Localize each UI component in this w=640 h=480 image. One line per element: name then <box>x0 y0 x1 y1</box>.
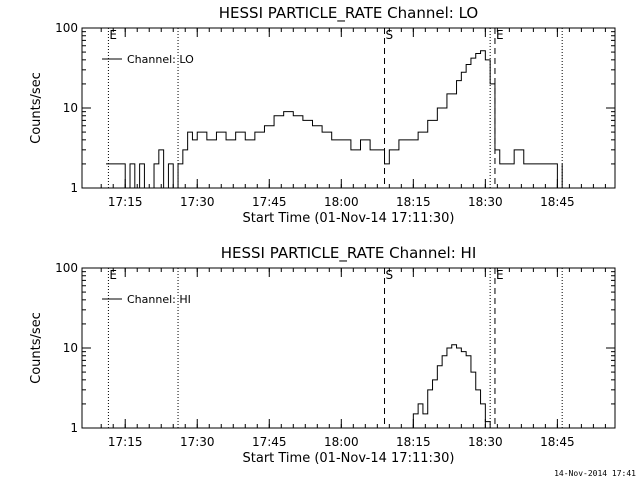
y-axis-label: Counts/sec <box>29 72 44 144</box>
y-axis-label: Counts/sec <box>29 312 44 384</box>
x-tick-label: 18:15 <box>396 195 431 209</box>
y-tick-label: 10 <box>63 101 78 115</box>
x-tick-label: 18:00 <box>324 435 359 449</box>
y-tick-label: 100 <box>55 21 78 35</box>
footer-timestamp: 14-Nov-2014 17:41 <box>554 469 636 478</box>
plot-frame <box>81 267 616 429</box>
x-tick-label: 18:45 <box>540 195 575 209</box>
y-tick-label: 1 <box>70 181 78 195</box>
x-tick-label: 18:00 <box>324 195 359 209</box>
x-tick-label: 18:30 <box>468 195 503 209</box>
x-tick-label: 18:45 <box>540 435 575 449</box>
time-marker-label: E <box>109 268 117 282</box>
data-series-line <box>408 344 491 429</box>
x-tick-label: 17:30 <box>180 195 215 209</box>
legend-label: Channel: HI <box>127 293 191 306</box>
y-tick-label: 100 <box>55 261 78 275</box>
x-tick-label: 18:15 <box>396 435 431 449</box>
y-tick-label: 10 <box>63 341 78 355</box>
time-marker-label: S <box>386 268 394 282</box>
x-axis-label: Start Time (01-Nov-14 17:11:30) <box>243 211 455 226</box>
x-tick-label: 17:30 <box>180 435 215 449</box>
time-marker-label: S <box>386 28 394 42</box>
x-tick-label: 17:15 <box>108 195 143 209</box>
time-marker-label: E <box>109 28 117 42</box>
x-tick-label: 18:30 <box>468 435 503 449</box>
time-marker-label: E <box>496 28 504 42</box>
x-tick-label: 17:45 <box>252 435 287 449</box>
chart-title: HESSI PARTICLE_RATE Channel: HI <box>221 244 477 263</box>
x-axis-label: Start Time (01-Nov-14 17:11:30) <box>243 451 455 466</box>
data-series-line <box>106 50 563 189</box>
chart-title: HESSI PARTICLE_RATE Channel: LO <box>219 4 478 23</box>
y-tick-label: 1 <box>70 421 78 435</box>
legend-label: Channel: LO <box>127 53 194 66</box>
x-tick-label: 17:15 <box>108 435 143 449</box>
time-marker-label: E <box>496 268 504 282</box>
x-tick-label: 17:45 <box>252 195 287 209</box>
